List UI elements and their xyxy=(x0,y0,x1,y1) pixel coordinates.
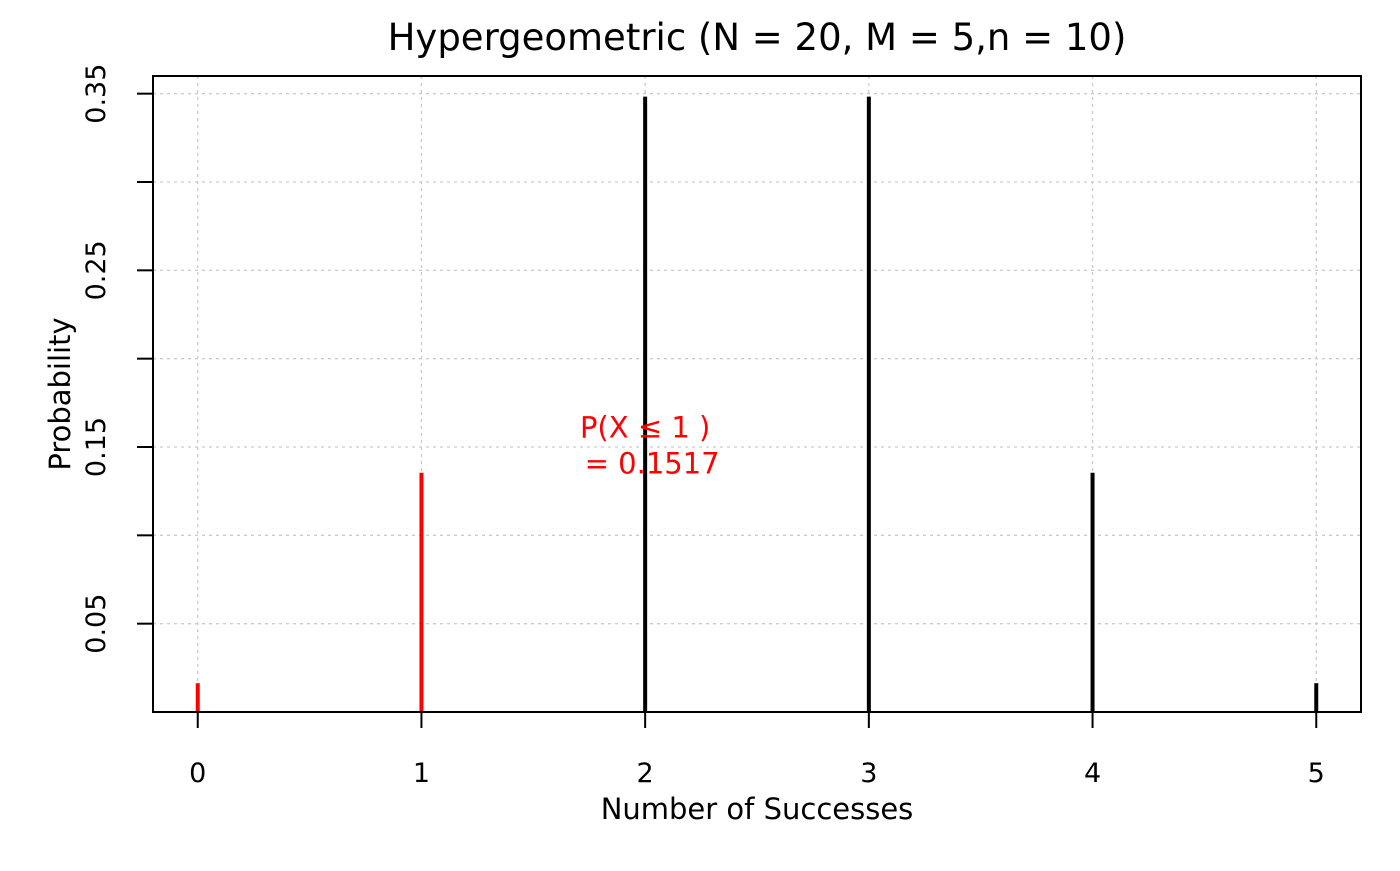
x-tick-label-1: 1 xyxy=(413,758,430,789)
bar-layer xyxy=(195,96,1319,712)
annotation-line1: P(X ≤ 1 ) xyxy=(580,410,710,444)
annotation-line2: = 0.1517 xyxy=(585,446,720,480)
chart-title: Hypergeometric (N = 20, M = 5,n = 10) xyxy=(388,16,1127,59)
x-tick-label-2: 2 xyxy=(637,758,654,789)
x-tick-label-0: 0 xyxy=(189,758,206,789)
y-tick-label-4: 0.25 xyxy=(81,240,112,300)
x-tick-label-5: 5 xyxy=(1308,758,1325,789)
y-tick-label-2: 0.15 xyxy=(81,417,112,477)
x-axis-label: Number of Successes xyxy=(601,792,914,826)
axis-layer: 0 1 2 3 4 5 0.05 0.15 0.25 0.35 xyxy=(81,64,1325,789)
y-axis-label: Probability xyxy=(43,317,77,470)
plot-frame xyxy=(152,75,1362,713)
y-tick-label-0: 0.05 xyxy=(81,594,112,654)
x-tick-label-3: 3 xyxy=(860,758,877,789)
grid-layer xyxy=(153,76,1361,712)
y-tick-label-6: 0.35 xyxy=(81,64,112,124)
x-tick-label-4: 4 xyxy=(1084,758,1101,789)
